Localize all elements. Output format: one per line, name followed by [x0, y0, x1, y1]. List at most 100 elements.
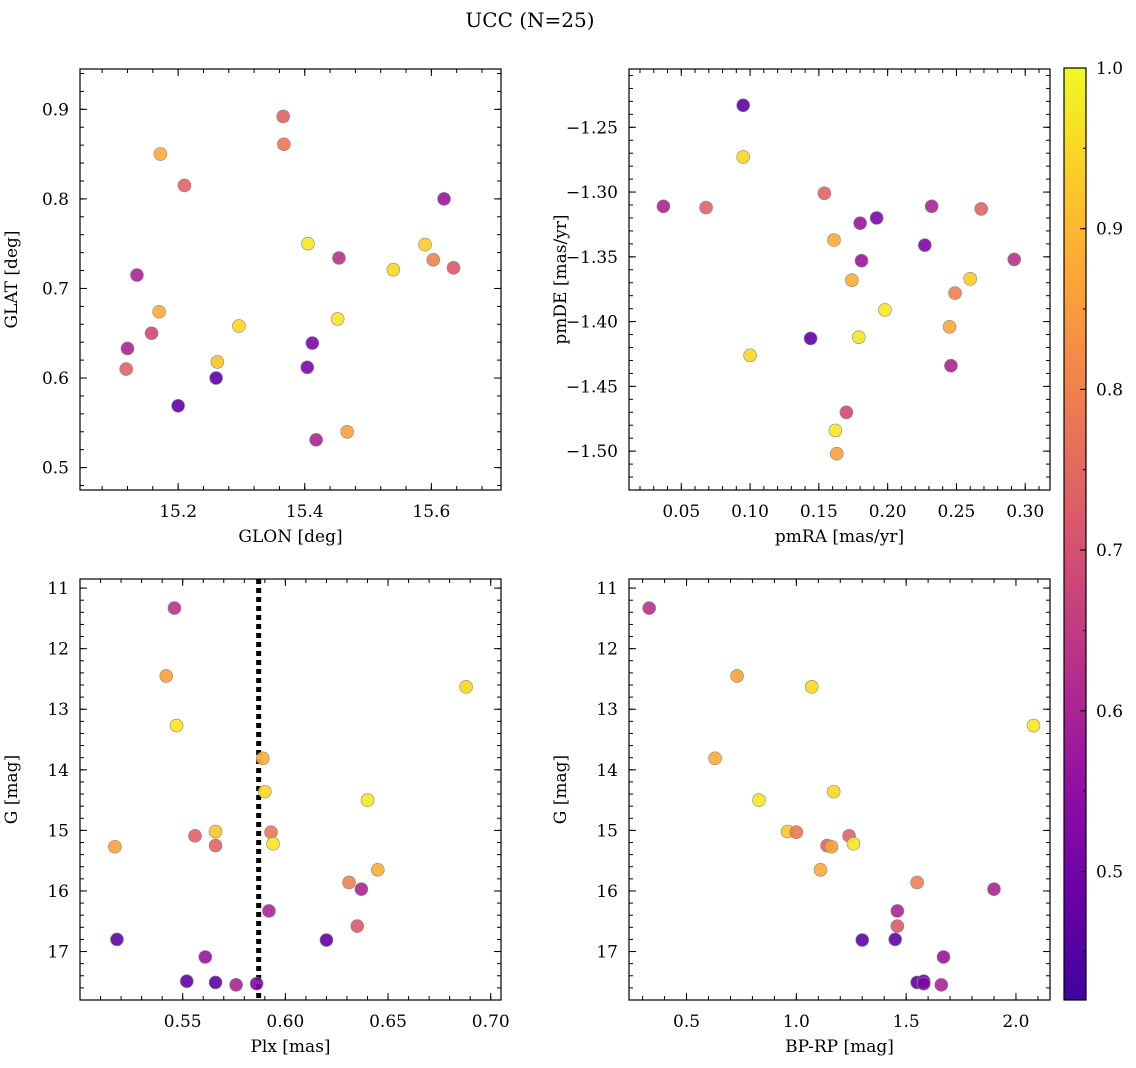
colorbar-frame [1063, 67, 1087, 1001]
y-tick-label: 14 [47, 761, 69, 781]
data-point [846, 836, 861, 851]
data-point [232, 319, 246, 333]
y-tick-label: 12 [596, 640, 618, 660]
data-point [305, 336, 320, 350]
data-point [354, 882, 369, 896]
data-point [386, 262, 401, 277]
data-point [924, 199, 939, 214]
data-point [209, 371, 223, 385]
data-point [198, 950, 213, 964]
data-point [179, 974, 194, 989]
data-point [918, 238, 932, 252]
data-point [944, 358, 958, 373]
data-point [108, 839, 122, 854]
y-tick-label: −1.50 [566, 442, 618, 462]
y-tick-label: −1.45 [566, 377, 618, 397]
data-point [276, 109, 291, 124]
colorbar: 0.5 0.6 0.7 0.8 0.9 1.0 [1063, 59, 1123, 1001]
y-tick-label: −1.35 [566, 248, 618, 268]
x-tick-label: 0.05 [662, 502, 700, 522]
data-point [736, 98, 750, 113]
data-point [370, 862, 385, 877]
data-point [890, 919, 905, 933]
x-axis-label: pmRA [mas/yr] [775, 527, 904, 547]
data-point [974, 202, 989, 216]
colorbar-tick-label: 0.7 [1096, 541, 1123, 561]
x-tick-label: 1.5 [893, 1012, 920, 1032]
y-tick-label: 14 [596, 761, 618, 781]
x-axis-label: GLON [deg] [238, 527, 342, 547]
data-point [910, 875, 924, 890]
data-point [743, 348, 757, 363]
data-point [1026, 718, 1041, 733]
x-axis-label: Plx [mas] [250, 1037, 330, 1057]
data-point [916, 976, 931, 991]
data-point [869, 211, 884, 225]
data-point [340, 424, 354, 439]
data-point [813, 862, 828, 877]
data-point [277, 137, 291, 152]
data-point [699, 200, 713, 215]
x-tick-label: 0.15 [800, 502, 838, 522]
data-point [309, 433, 323, 447]
plot-frame [628, 68, 1051, 491]
scatter-points [108, 601, 473, 992]
colorbar-tick-label: 0.5 [1096, 862, 1123, 882]
data-point [255, 751, 270, 766]
data-point [736, 150, 750, 164]
panel-4: 0.5 1.0 1.5 2.0 11 12 13 14 15 16 17 BP-RP [mag] G [… [551, 578, 1051, 1057]
data-point [210, 355, 225, 369]
scatter-points [656, 98, 1022, 461]
data-point [159, 669, 174, 683]
figure-title: UCC (N=25) [465, 8, 594, 32]
panels: 15.2 15.4 15.6 0.5 0.6 0.7 0.8 0.9 GLON [deg] GLA… [2, 68, 1051, 1057]
y-axis-label: G [mag] [551, 755, 571, 824]
panel-3: 0.55 0.60 0.65 0.70 11 12 13 14 15 16 17 Plx [mas] G… [2, 578, 510, 1057]
y-tick-label: 16 [596, 882, 618, 902]
data-point [878, 303, 892, 317]
scatter-points [119, 109, 461, 447]
colorbar-tick-label: 1.0 [1096, 59, 1123, 79]
data-point [258, 784, 272, 799]
data-point [319, 933, 334, 947]
data-point [948, 286, 962, 300]
y-tick-label: 17 [47, 943, 69, 963]
x-tick-label: 1.0 [783, 1012, 810, 1032]
data-point [888, 932, 902, 947]
data-point [208, 824, 223, 839]
y-tick-label: 0.7 [42, 279, 69, 299]
plot-frame [79, 68, 502, 491]
y-tick-label: 16 [47, 882, 69, 902]
data-point [752, 793, 766, 807]
data-point [936, 950, 951, 964]
data-point [177, 178, 192, 193]
x-tick-label: 15.4 [286, 502, 324, 522]
data-point [829, 446, 844, 461]
y-axis-label: pmDE [mas/yr] [551, 214, 571, 344]
data-point [110, 932, 124, 947]
data-point [171, 398, 185, 413]
colorbar-gradient [1064, 68, 1086, 1000]
y-tick-label: 17 [596, 943, 618, 963]
data-point [188, 829, 202, 843]
plot-frame [628, 578, 1051, 1001]
data-point [249, 976, 264, 991]
data-point [824, 839, 839, 854]
data-point [418, 237, 432, 252]
data-point [426, 252, 441, 267]
data-point [153, 147, 168, 161]
x-tick-label: 15.2 [159, 502, 197, 522]
data-point [853, 216, 867, 230]
data-point [987, 882, 1001, 896]
data-point [459, 680, 473, 694]
data-point [803, 331, 818, 346]
y-tick-label: 0.5 [42, 459, 69, 479]
data-point [229, 978, 243, 992]
data-point [789, 825, 804, 840]
data-point [890, 904, 905, 918]
data-point [300, 360, 315, 375]
data-point [208, 975, 223, 990]
data-point [656, 199, 671, 214]
data-point [144, 326, 159, 341]
